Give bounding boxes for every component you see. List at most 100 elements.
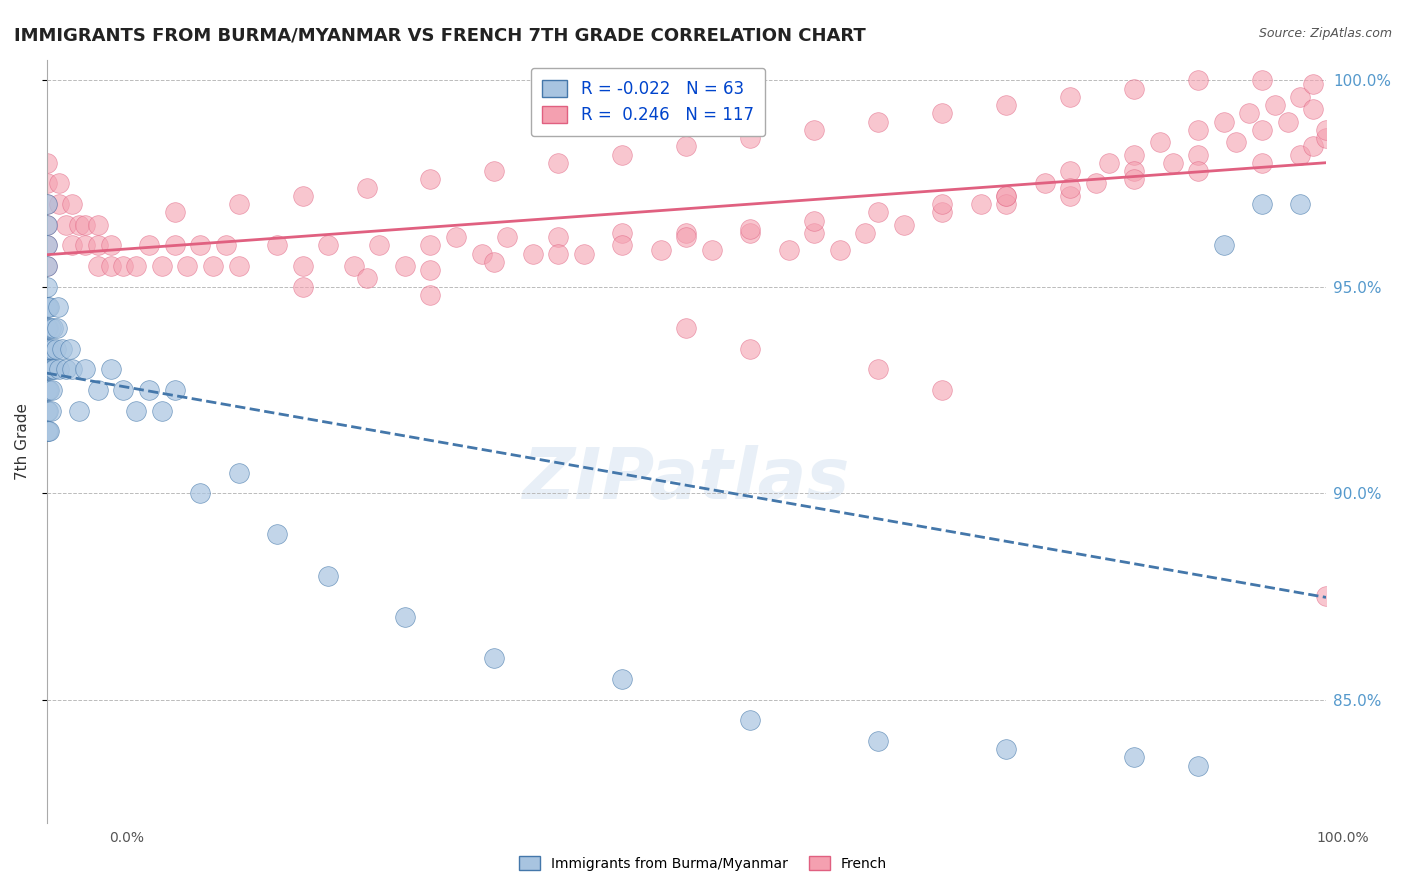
Point bbox=[547, 230, 569, 244]
Point bbox=[1149, 135, 1171, 149]
Point bbox=[612, 238, 634, 252]
Point bbox=[419, 172, 441, 186]
Point bbox=[38, 301, 60, 315]
Point bbox=[112, 259, 135, 273]
Point bbox=[675, 321, 697, 335]
Point bbox=[484, 255, 506, 269]
Point bbox=[60, 197, 83, 211]
Point bbox=[484, 651, 506, 665]
Point bbox=[35, 259, 58, 273]
Point bbox=[163, 205, 186, 219]
Point bbox=[1277, 114, 1299, 128]
Point bbox=[48, 362, 70, 376]
Point bbox=[35, 383, 58, 397]
Point bbox=[1212, 238, 1234, 252]
Text: Source: ZipAtlas.com: Source: ZipAtlas.com bbox=[1258, 27, 1392, 40]
Point bbox=[1187, 147, 1209, 161]
Point bbox=[35, 342, 58, 356]
Point bbox=[37, 342, 59, 356]
Point bbox=[35, 218, 58, 232]
Point bbox=[1084, 177, 1107, 191]
Point bbox=[444, 230, 467, 244]
Point bbox=[48, 197, 70, 211]
Point bbox=[228, 466, 250, 480]
Point bbox=[37, 301, 59, 315]
Point bbox=[125, 403, 148, 417]
Point bbox=[215, 238, 238, 252]
Point bbox=[100, 362, 122, 376]
Point bbox=[1264, 98, 1286, 112]
Point bbox=[343, 259, 366, 273]
Point bbox=[35, 197, 58, 211]
Point bbox=[1251, 73, 1274, 87]
Y-axis label: 7th Grade: 7th Grade bbox=[15, 403, 30, 480]
Point bbox=[41, 342, 63, 356]
Point bbox=[35, 321, 58, 335]
Point bbox=[39, 362, 62, 376]
Point bbox=[803, 213, 825, 227]
Point bbox=[612, 226, 634, 240]
Point bbox=[931, 383, 953, 397]
Point bbox=[995, 98, 1018, 112]
Point bbox=[112, 383, 135, 397]
Point bbox=[1289, 89, 1312, 103]
Point bbox=[41, 383, 63, 397]
Point bbox=[1059, 180, 1081, 194]
Point bbox=[38, 424, 60, 438]
Point bbox=[995, 742, 1018, 756]
Point bbox=[35, 301, 58, 315]
Point bbox=[1059, 89, 1081, 103]
Point bbox=[188, 238, 211, 252]
Point bbox=[35, 177, 58, 191]
Point bbox=[419, 288, 441, 302]
Point bbox=[87, 383, 110, 397]
Point bbox=[612, 147, 634, 161]
Point bbox=[572, 246, 595, 260]
Point bbox=[316, 568, 339, 582]
Point bbox=[60, 362, 83, 376]
Point bbox=[803, 226, 825, 240]
Text: IMMIGRANTS FROM BURMA/MYANMAR VS FRENCH 7TH GRADE CORRELATION CHART: IMMIGRANTS FROM BURMA/MYANMAR VS FRENCH … bbox=[14, 27, 866, 45]
Point bbox=[37, 403, 59, 417]
Point bbox=[778, 243, 800, 257]
Point bbox=[228, 197, 250, 211]
Point bbox=[1302, 102, 1324, 116]
Point bbox=[547, 156, 569, 170]
Point bbox=[675, 139, 697, 153]
Point bbox=[1033, 177, 1056, 191]
Point bbox=[1097, 156, 1119, 170]
Point bbox=[650, 243, 672, 257]
Point bbox=[87, 218, 110, 232]
Point bbox=[855, 226, 877, 240]
Point bbox=[1187, 73, 1209, 87]
Point bbox=[1315, 590, 1337, 604]
Point bbox=[150, 259, 173, 273]
Point bbox=[38, 342, 60, 356]
Point bbox=[48, 177, 70, 191]
Point bbox=[163, 238, 186, 252]
Point bbox=[39, 321, 62, 335]
Point bbox=[356, 271, 378, 285]
Point bbox=[125, 259, 148, 273]
Point bbox=[55, 218, 77, 232]
Point bbox=[37, 321, 59, 335]
Legend: R = -0.022   N = 63, R =  0.246   N = 117: R = -0.022 N = 63, R = 0.246 N = 117 bbox=[530, 68, 765, 136]
Point bbox=[37, 424, 59, 438]
Point bbox=[740, 713, 762, 727]
Point bbox=[394, 259, 416, 273]
Point bbox=[100, 238, 122, 252]
Point bbox=[35, 403, 58, 417]
Point bbox=[995, 189, 1018, 203]
Point bbox=[291, 189, 314, 203]
Point bbox=[1123, 750, 1146, 764]
Point bbox=[931, 205, 953, 219]
Point bbox=[419, 238, 441, 252]
Point bbox=[547, 246, 569, 260]
Point bbox=[188, 486, 211, 500]
Legend: Immigrants from Burma/Myanmar, French: Immigrants from Burma/Myanmar, French bbox=[513, 850, 893, 876]
Point bbox=[37, 362, 59, 376]
Point bbox=[1302, 139, 1324, 153]
Point bbox=[1212, 114, 1234, 128]
Point bbox=[356, 180, 378, 194]
Point bbox=[1302, 78, 1324, 92]
